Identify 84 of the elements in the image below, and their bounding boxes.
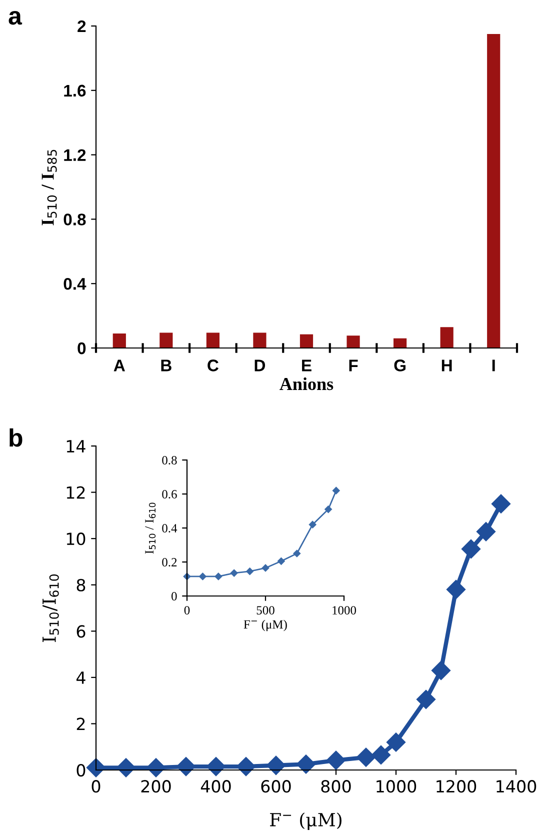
point [446,580,466,600]
x-tick-label: I [492,360,495,372]
y-tick-label: 0 [76,764,86,777]
y-tick-label: 2 [78,20,86,32]
point [176,756,196,776]
x-tick-label: C [208,360,219,372]
y-tick-label: 0.8 [162,456,177,465]
x-tick-label: 1000 [332,606,356,615]
bar [487,34,500,348]
y-tick-label: 14 [66,440,86,452]
x-tick-label: A [114,360,125,372]
y-axis-title: I$_{510}$/I$_{610}$ [42,574,59,642]
y-tick-label: 8 [76,578,86,592]
text: a [8,11,22,25]
y-tick-label: 1.2 [64,149,86,161]
x-tick-label: 0 [184,606,190,615]
x-tick-label: 400 [200,780,231,793]
point [206,756,226,776]
y-tick-label: 4 [76,672,86,684]
y-axis-title: I$_{510}$ / I$_{585}$ [42,150,57,226]
point [308,520,316,528]
point [246,568,254,575]
bar [253,332,266,348]
point [293,550,301,558]
point [236,756,256,776]
y-tick-label: 0 [78,342,86,354]
y-tick-label: 6 [76,625,86,638]
y-tick-label: 0.4 [162,524,178,533]
point [199,572,206,580]
point [386,732,406,752]
x-tick-label: D [254,360,266,372]
x-tick-label: 200 [141,780,171,793]
bar [394,338,407,348]
bar [300,334,314,348]
point [296,754,316,774]
x-axis-title: F$^{−}$ (μM) [244,620,287,632]
point [146,758,166,778]
x-tick-label: 1200 [436,780,476,793]
point [230,569,238,577]
y-axis-title: I$_{510}$ / I$_{610}$ [145,502,156,554]
text: b [10,428,22,447]
y-tick-label: 0.8 [64,214,86,226]
point [262,564,270,572]
x-tick-label: 0 [92,780,100,793]
y-tick-label: 0.6 [162,490,177,499]
bar [346,336,360,348]
x-tick-label: 1400 [496,780,536,793]
y-tick-label: 2 [76,718,85,730]
x-tick-label: 600 [261,780,291,793]
y-tick-label: 0.4 [64,278,86,290]
x-tick-label: H [442,360,452,372]
y-tick-label: 0.2 [162,558,177,567]
point [356,748,376,767]
x-tick-label: 500 [256,606,274,615]
bar [206,332,220,348]
bar [440,327,454,348]
point [326,750,346,770]
point [214,572,222,580]
point [116,758,136,778]
x-tick-label: F [349,360,358,372]
point [278,558,285,565]
point [461,539,481,559]
x-axis-title: Anions [280,377,334,390]
point [491,494,511,514]
x-tick-label: E [302,360,312,372]
point [431,660,451,680]
y-tick-label: 0 [172,592,177,600]
x-tick-label: G [394,360,406,372]
x-axis-title: F$^{−}$ (μM) [270,812,342,830]
point [476,522,496,542]
point [416,690,436,709]
point [332,486,340,494]
y-tick-label: 10 [66,532,86,546]
x-tick-label: 800 [321,780,351,793]
y-tick-label: 1.6 [64,84,86,97]
x-tick-label: B [161,360,172,372]
point [86,758,106,778]
point [266,756,286,775]
x-tick-label: 1000 [376,780,416,793]
bar [112,334,126,348]
bar [160,332,173,348]
point [324,506,332,513]
point [371,745,391,764]
y-tick-label: 12 [66,486,85,499]
